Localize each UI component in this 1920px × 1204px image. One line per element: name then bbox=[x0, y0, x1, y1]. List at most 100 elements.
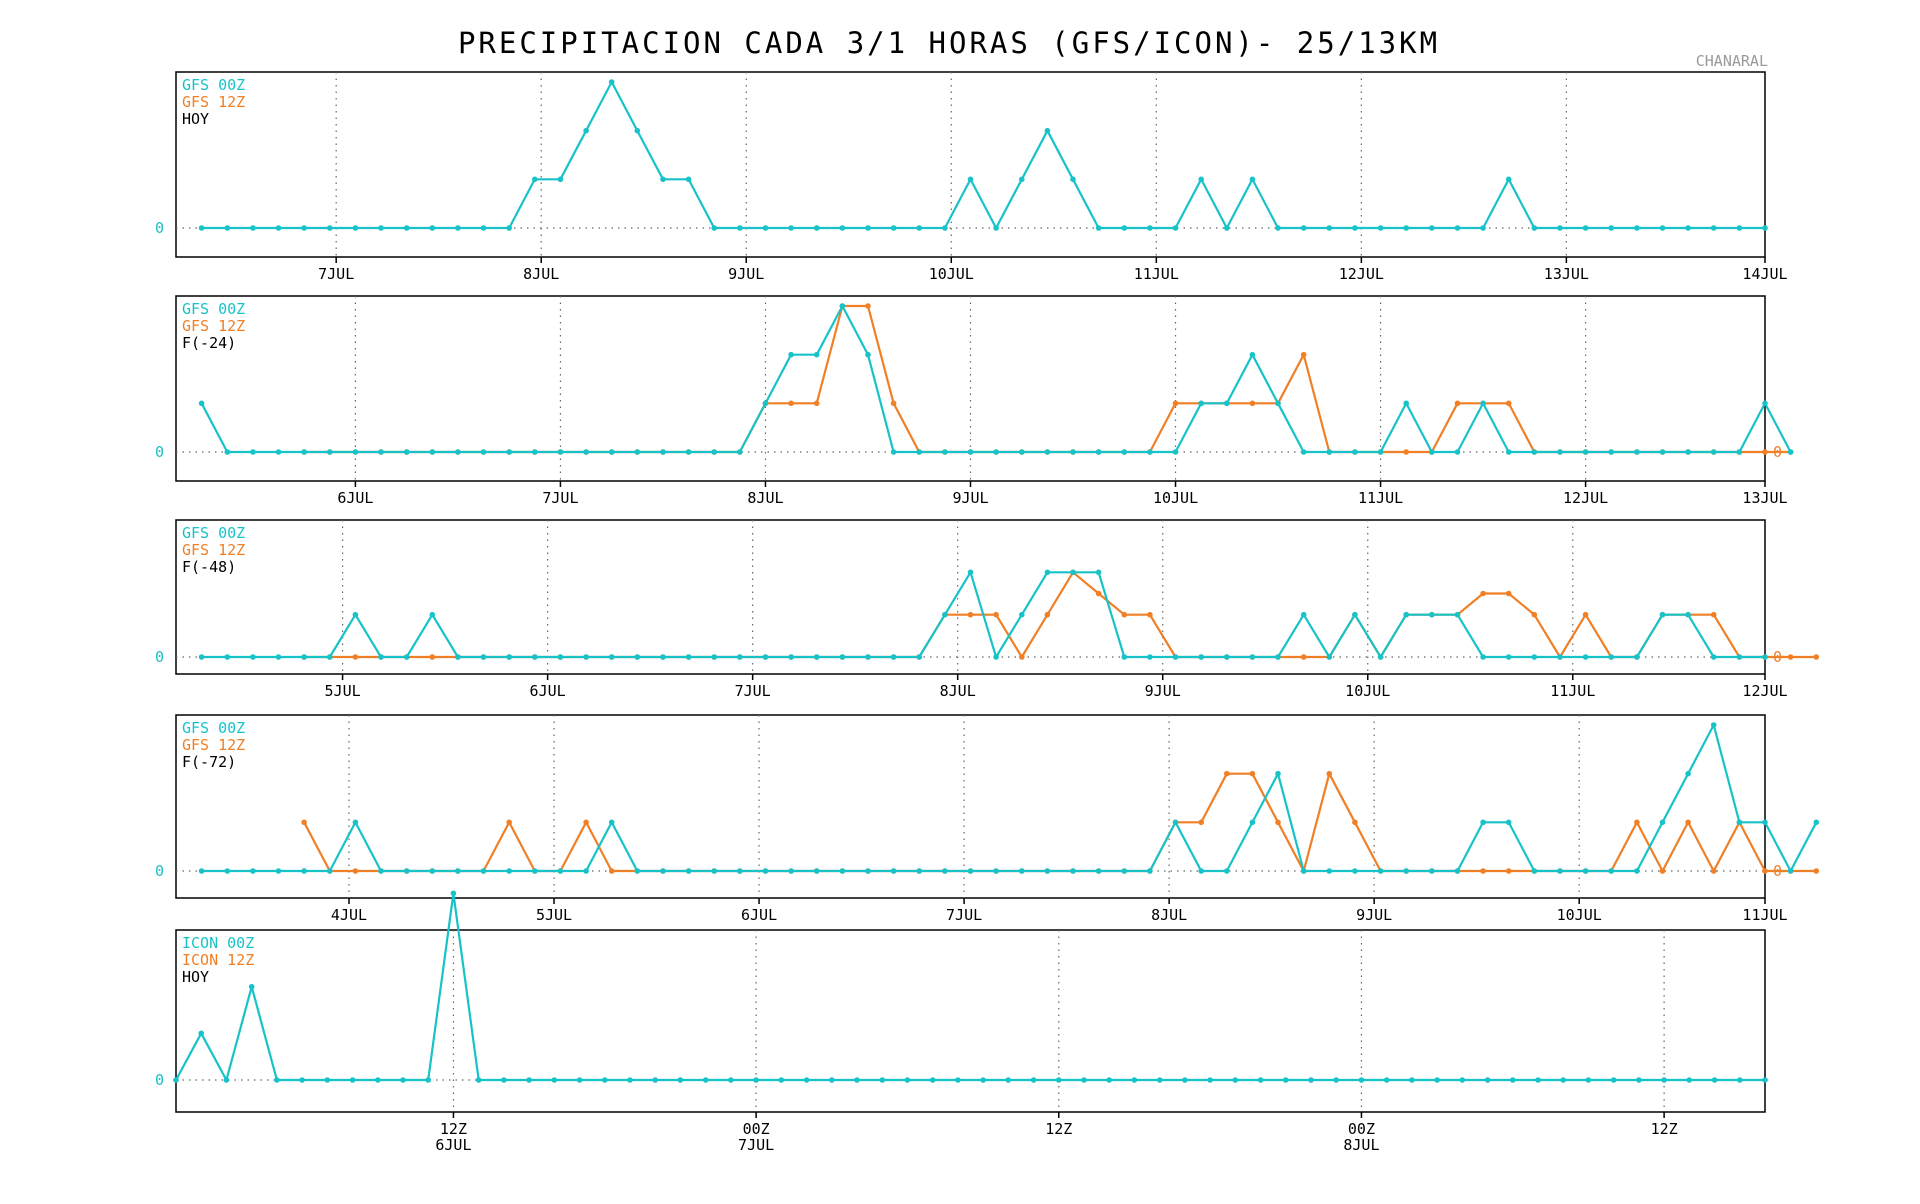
data-point bbox=[506, 449, 512, 455]
data-point bbox=[1070, 449, 1076, 455]
data-point bbox=[1326, 770, 1333, 777]
data-point bbox=[865, 225, 871, 231]
series-gfs-12z bbox=[301, 770, 1820, 874]
data-point bbox=[1634, 449, 1640, 455]
data-point bbox=[301, 225, 307, 231]
data-point bbox=[890, 654, 897, 660]
data-point bbox=[711, 654, 717, 660]
legend-entry: GFS 12Z bbox=[182, 93, 245, 111]
data-point bbox=[702, 1077, 709, 1083]
data-point bbox=[762, 868, 769, 874]
series-gfs-12z bbox=[301, 303, 1794, 455]
data-point bbox=[1403, 225, 1409, 231]
data-point bbox=[352, 449, 359, 455]
data-point bbox=[839, 225, 846, 231]
data-point bbox=[1352, 819, 1358, 826]
data-point bbox=[1377, 654, 1384, 660]
legend-entry: F(-24) bbox=[182, 334, 236, 352]
data-point bbox=[501, 1077, 507, 1083]
data-point bbox=[1403, 611, 1409, 618]
data-point bbox=[660, 868, 666, 874]
x-tick-label: 11JUL bbox=[1742, 906, 1787, 924]
y-tick-label-left: 0 bbox=[155, 443, 164, 461]
data-point bbox=[223, 1077, 230, 1083]
chart-panel-1: 7JUL 8JUL 9JUL 10JUL 11JUL 12JUL 13JUL 14JUL 0 GF… bbox=[155, 71, 1788, 283]
data-point bbox=[352, 611, 359, 618]
data-point bbox=[1257, 1077, 1264, 1083]
data-point bbox=[506, 225, 512, 231]
data-point bbox=[711, 449, 717, 455]
data-point bbox=[967, 569, 974, 576]
data-point bbox=[1685, 225, 1691, 231]
data-point bbox=[1813, 819, 1820, 826]
data-point bbox=[352, 654, 359, 660]
data-point bbox=[1813, 654, 1820, 660]
data-point bbox=[1505, 654, 1512, 660]
data-point bbox=[967, 449, 974, 455]
data-point bbox=[1352, 868, 1358, 874]
data-point bbox=[608, 819, 615, 826]
data-point bbox=[865, 654, 871, 660]
data-point bbox=[301, 819, 307, 826]
data-point bbox=[1044, 868, 1051, 874]
data-point bbox=[250, 654, 256, 660]
data-point bbox=[1762, 654, 1768, 660]
data-point bbox=[1505, 868, 1512, 874]
data-point bbox=[993, 449, 999, 455]
y-tick-label-left: 0 bbox=[155, 648, 164, 666]
data-point bbox=[1535, 1077, 1541, 1083]
data-point bbox=[1480, 590, 1486, 597]
x-tick-label: 8JUL bbox=[747, 489, 783, 507]
data-point bbox=[1352, 449, 1358, 455]
data-point bbox=[506, 819, 512, 826]
data-point bbox=[301, 449, 307, 455]
data-point bbox=[583, 868, 589, 874]
data-point bbox=[1095, 569, 1102, 576]
x-tick-label: 11JUL bbox=[1358, 489, 1403, 507]
data-point bbox=[788, 400, 794, 407]
data-point bbox=[967, 611, 974, 618]
data-point bbox=[1300, 654, 1307, 660]
data-point bbox=[1710, 611, 1717, 618]
data-point bbox=[1480, 819, 1486, 826]
x-tick-label: 10JUL bbox=[1557, 906, 1602, 924]
data-point bbox=[980, 1077, 986, 1083]
y-tick-label-left: 0 bbox=[155, 219, 164, 237]
data-point bbox=[352, 819, 359, 826]
data-point bbox=[1403, 449, 1409, 455]
data-point bbox=[327, 449, 333, 455]
legend-entry: GFS 12Z bbox=[182, 541, 245, 559]
data-point bbox=[1207, 1077, 1213, 1083]
data-point bbox=[1429, 868, 1435, 874]
data-point bbox=[627, 1077, 633, 1083]
data-point bbox=[1300, 351, 1307, 358]
data-point bbox=[378, 225, 384, 231]
data-point bbox=[1070, 569, 1076, 576]
data-point bbox=[916, 225, 922, 231]
data-point bbox=[1056, 1077, 1062, 1083]
data-point bbox=[660, 449, 666, 455]
data-point bbox=[916, 449, 922, 455]
data-point bbox=[1634, 819, 1640, 826]
x-tick-label: 13JUL bbox=[1544, 265, 1589, 283]
data-point bbox=[480, 868, 487, 874]
data-point bbox=[1710, 868, 1717, 874]
data-point bbox=[1095, 225, 1102, 231]
panel-frame bbox=[175, 71, 1766, 258]
data-point bbox=[803, 1077, 810, 1083]
panel-frame bbox=[175, 714, 1766, 899]
x-tick-label: 8JUL bbox=[1151, 906, 1187, 924]
data-point bbox=[1685, 819, 1691, 826]
data-point bbox=[762, 400, 769, 407]
data-point bbox=[1403, 868, 1409, 874]
data-point bbox=[1582, 868, 1589, 874]
data-point bbox=[1659, 611, 1666, 618]
data-point bbox=[1224, 400, 1230, 407]
data-point bbox=[1044, 569, 1051, 576]
data-point bbox=[250, 449, 256, 455]
data-point bbox=[1326, 449, 1333, 455]
data-point bbox=[349, 1077, 356, 1083]
data-point bbox=[1121, 868, 1128, 874]
